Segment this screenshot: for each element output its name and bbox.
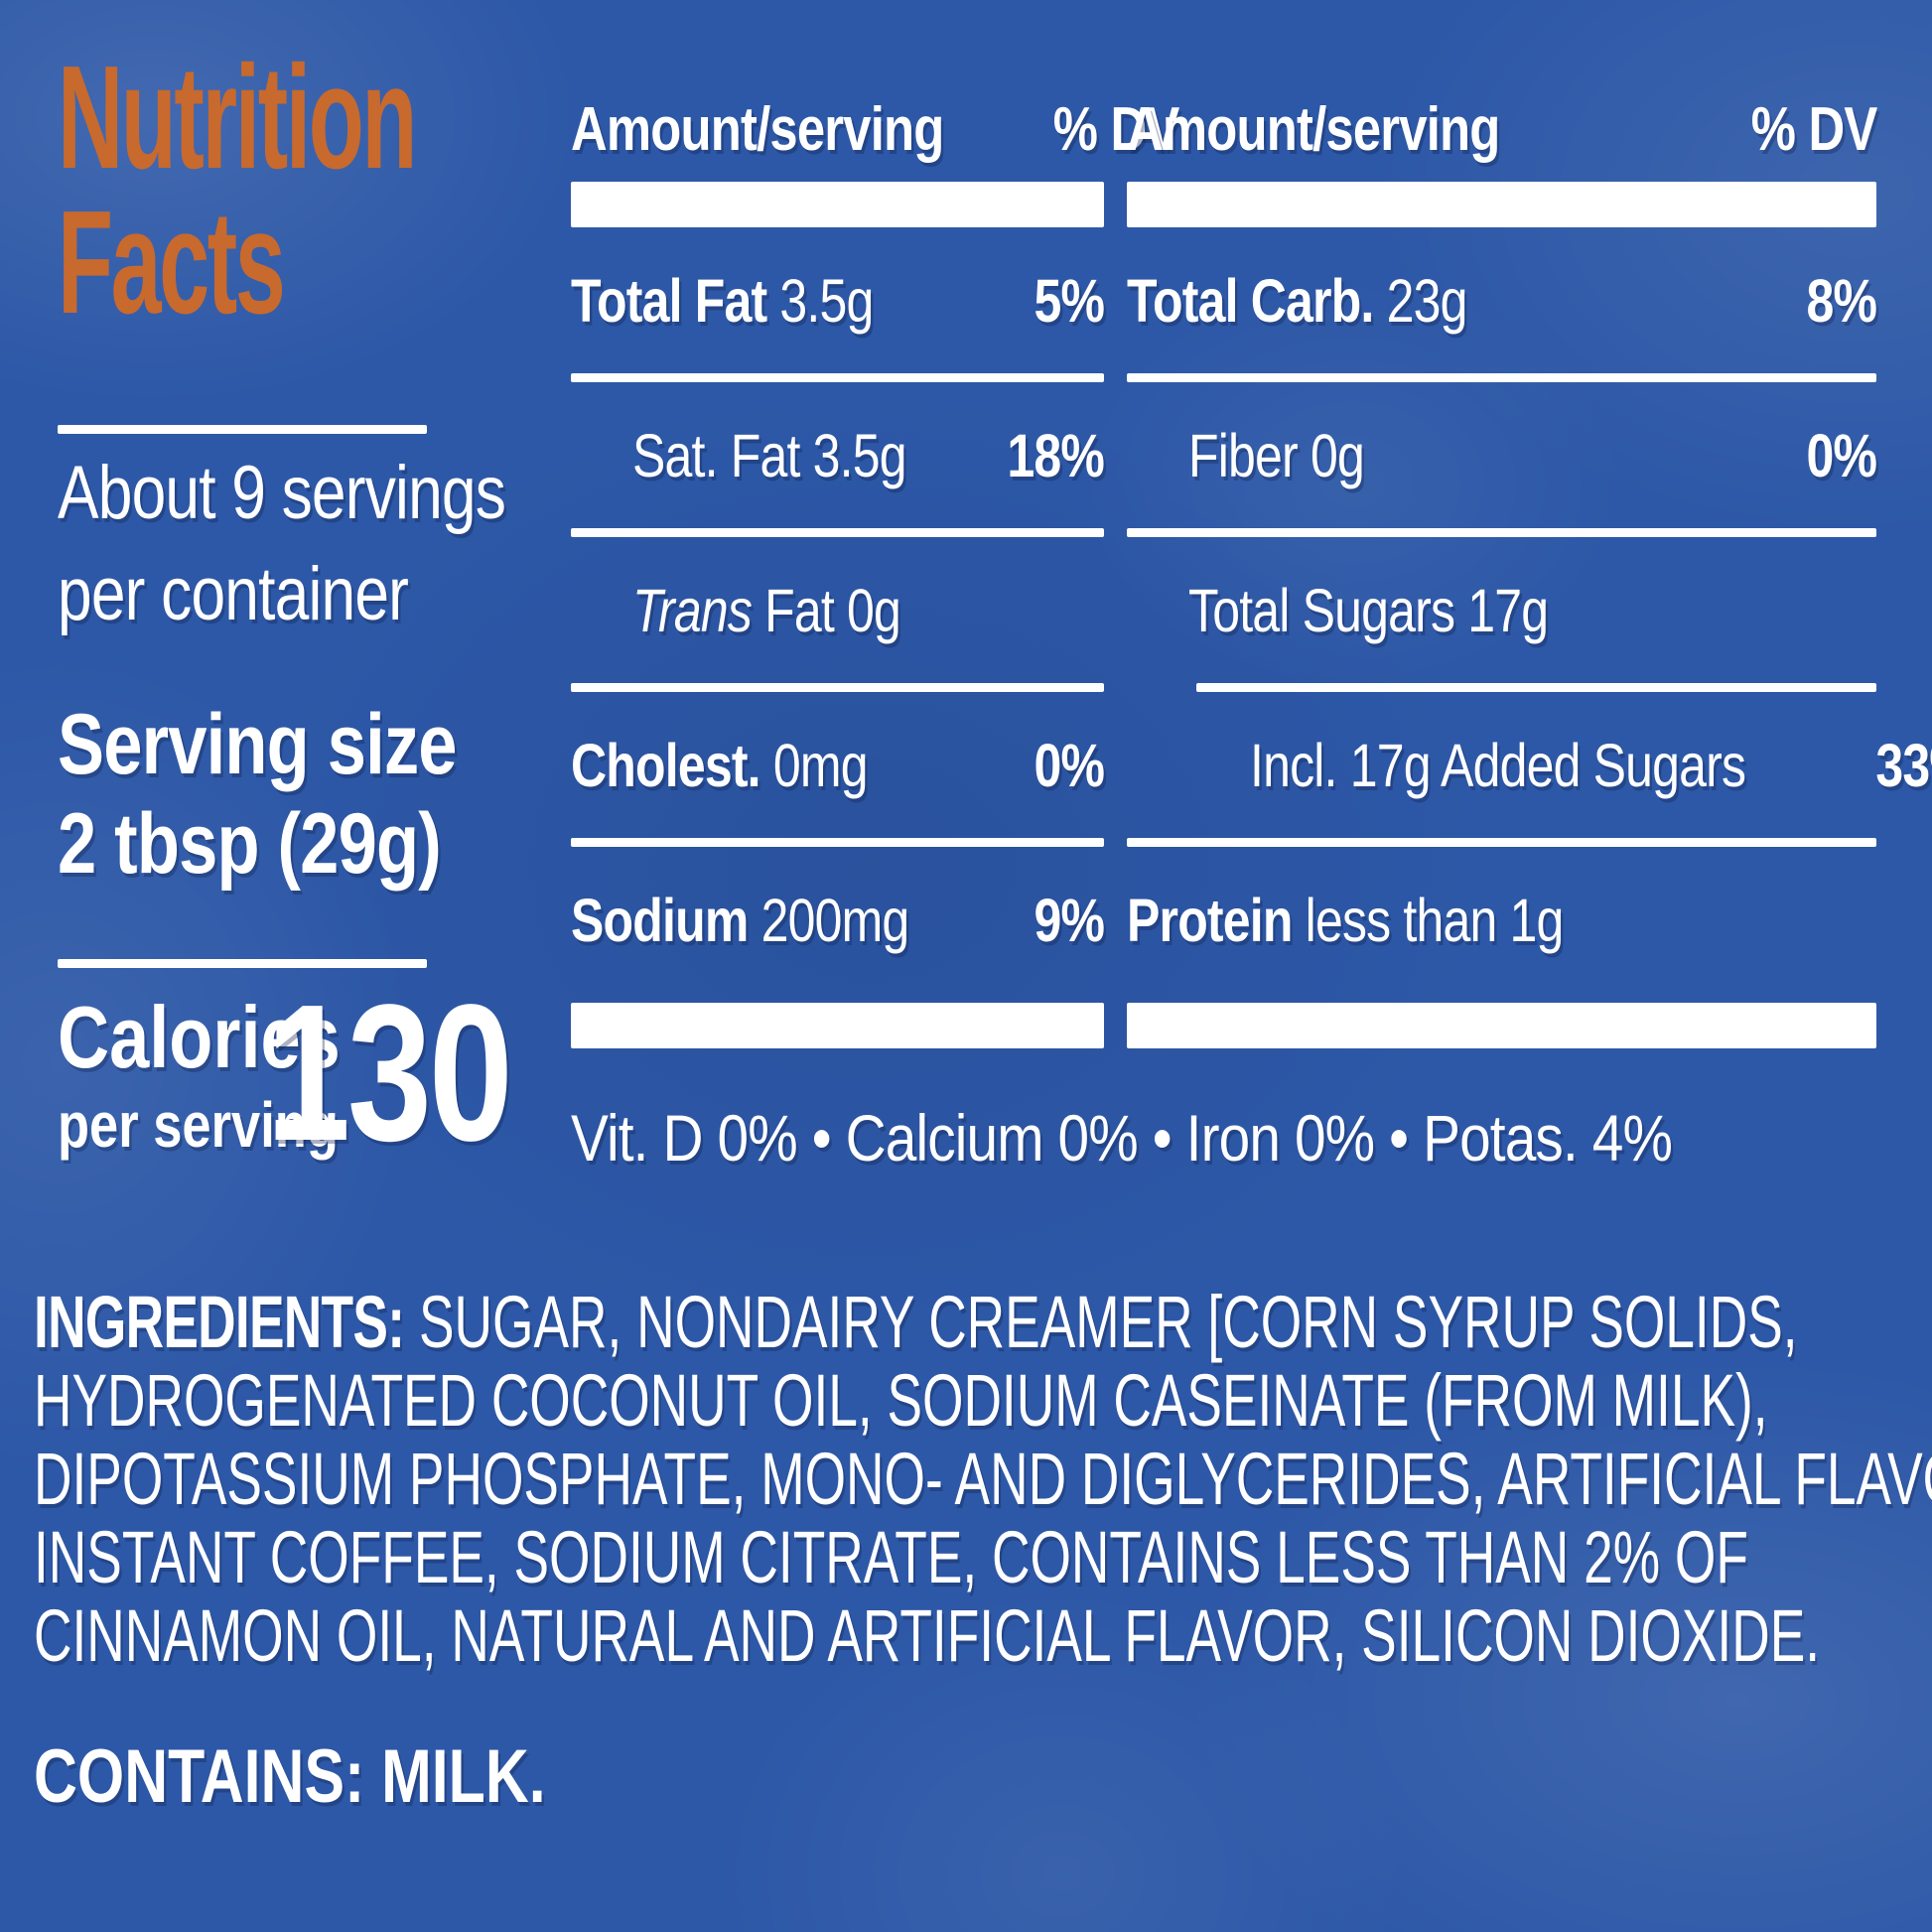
- ingredients-section: INGREDIENTS: SUGAR, NONDAIRY CREAMER [CO…: [34, 1283, 1932, 1675]
- nutrient-column-fats: Amount/serving % DV Total Fat 3.5g 5% Sa…: [571, 94, 1179, 1048]
- serving-size: Serving size 2 tbsp (29g): [58, 695, 544, 894]
- row-total-carb: Total Carb. 23g 8%: [1127, 266, 1877, 335]
- divider: [1127, 838, 1876, 847]
- servings-line-1: About 9 servings: [58, 451, 506, 535]
- row-cholesterol: Cholest. 0mg 0%: [571, 731, 1105, 799]
- amount-serving-header: Amount/serving: [1127, 95, 1500, 164]
- divider: [571, 683, 1104, 692]
- servings-per-container: About 9 servings per container: [58, 443, 604, 645]
- calories-label: Calories: [58, 988, 341, 1086]
- ingredients-line-1: INGREDIENTS: SUGAR, NONDAIRY CREAMER [CO…: [34, 1281, 1798, 1363]
- title-line-1: Nutrition: [58, 36, 417, 200]
- thick-divider: [1127, 182, 1876, 227]
- row-sat-fat: Sat. Fat 3.5g 18%: [632, 421, 1105, 489]
- row-total-sugars: Total Sugars 17g: [1188, 576, 1549, 644]
- divider: [571, 528, 1104, 537]
- row-fiber: Fiber 0g 0%: [1188, 421, 1877, 489]
- ingredients-label: INGREDIENTS:: [34, 1281, 405, 1363]
- ingredients-line-2: HYDROGENATED COCONUT OIL, SODIUM CASEINA…: [34, 1359, 1768, 1442]
- row-trans-fat: Trans Fat 0g: [632, 576, 901, 644]
- ingredients-line-3: DIPOTASSIUM PHOSPHATE, MONO- AND DIGLYCE…: [34, 1438, 1932, 1520]
- row-protein: Protein less than 1g: [1127, 886, 1564, 954]
- micronutrients-line: Vit. D 0% • Calcium 0% • Iron 0% • Potas…: [571, 1101, 1673, 1174]
- divider: [1196, 683, 1876, 692]
- thick-divider: [571, 1003, 1104, 1048]
- ingredients-line-4: INSTANT COFFEE, SODIUM CITRATE, CONTAINS…: [34, 1516, 1748, 1598]
- serving-size-value: 2 tbsp (29g): [58, 796, 442, 892]
- row-total-fat: Total Fat 3.5g 5%: [571, 266, 1105, 335]
- divider-calories: [58, 959, 427, 968]
- amount-serving-header: Amount/serving: [571, 95, 944, 164]
- thick-divider: [1127, 1003, 1876, 1048]
- percent-dv-header: % DV: [1052, 95, 1179, 164]
- column-header: Amount/serving % DV: [571, 94, 1179, 166]
- servings-line-2: per container: [58, 552, 409, 636]
- serving-size-label: Serving size: [58, 697, 458, 792]
- divider: [1127, 373, 1876, 382]
- nutrient-column-carbs: Amount/serving % DV Total Carb. 23g 8% F…: [1127, 94, 1932, 1048]
- divider: [1127, 528, 1876, 537]
- row-added-sugars: Incl. 17g Added Sugars 33%: [1250, 731, 1932, 799]
- allergen-statement: CONTAINS: MILK.: [34, 1734, 546, 1819]
- column-header: Amount/serving % DV: [1127, 94, 1877, 166]
- page-title: Nutrition Facts: [58, 36, 634, 345]
- divider-servings: [58, 425, 427, 434]
- ingredients-line-5: CINNAMON OIL, NATURAL AND ARTIFICIAL FLA…: [34, 1594, 1821, 1677]
- title-line-2: Facts: [58, 181, 286, 345]
- divider: [571, 838, 1104, 847]
- calories-value: 130: [266, 964, 513, 1181]
- percent-dv-header: % DV: [1750, 95, 1876, 164]
- row-sodium: Sodium 200mg 9%: [571, 886, 1105, 954]
- thick-divider: [571, 182, 1104, 227]
- divider: [571, 373, 1104, 382]
- calories-sublabel: per serving: [58, 1089, 339, 1161]
